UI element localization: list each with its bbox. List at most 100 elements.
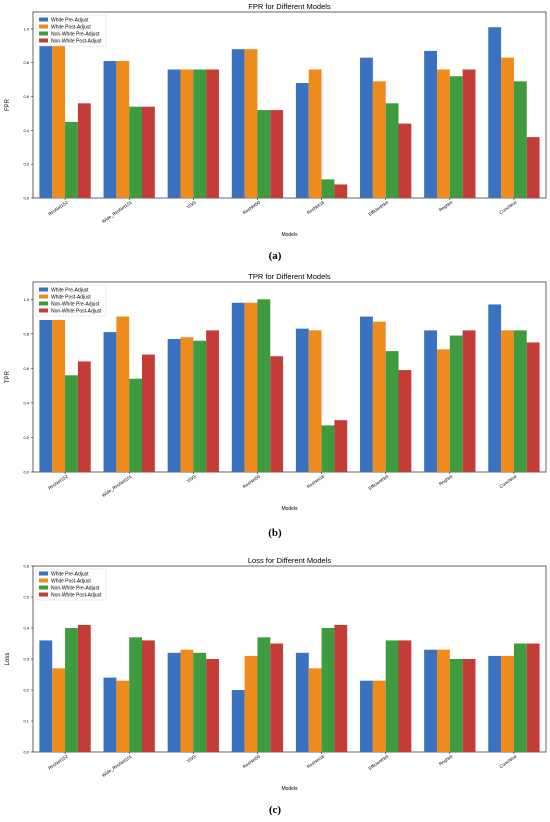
bar-non-white-post-adjust-regnet — [462, 659, 476, 752]
bar-non-white-pre-adjust-regnet — [449, 335, 463, 472]
bar-non-white-post-adjust-vgg — [206, 69, 219, 199]
bar-non-white-post-adjust-regnet — [462, 330, 476, 472]
x-tick-label-wide-resnet101: Wide_ResNet101 — [101, 753, 133, 778]
bar-non-white-pre-adjust-regnet — [449, 76, 463, 198]
legend-swatch-non-white-post-adjust — [39, 308, 48, 313]
bar-white-pre-adjust-efficientnet — [360, 316, 373, 472]
legend-label-white-pre-adjust: White Pre-Adjust — [51, 572, 89, 578]
bar-non-white-post-adjust-vgg — [206, 659, 219, 752]
x-tick-label-wide-resnet101: Wide_ResNet101 — [101, 199, 133, 224]
bar-non-white-post-adjust-wide-resnet101 — [142, 106, 155, 198]
bar-non-white-post-adjust-resnet18 — [334, 420, 348, 472]
bar-non-white-pre-adjust-resnet50 — [257, 110, 271, 198]
bar-non-white-post-adjust-resnet50 — [270, 643, 284, 752]
bar-non-white-pre-adjust-vgg — [193, 652, 207, 752]
y-tick-label: 0.5 — [23, 595, 29, 600]
x-tick-label-wide-resnet101: Wide_ResNet101 — [101, 473, 133, 498]
bar-white-post-adjust-resnet50 — [244, 655, 258, 752]
bar-non-white-pre-adjust-vgg — [193, 340, 207, 472]
bar-non-white-pre-adjust-regnet — [449, 659, 463, 752]
bar-white-pre-adjust-resnet152 — [39, 640, 53, 752]
bar-white-post-adjust-resnet18 — [308, 330, 322, 472]
y-tick-label: 0.4 — [23, 128, 29, 133]
y-axis-label: Loss — [5, 653, 11, 666]
y-tick-label: 0.2 — [23, 162, 29, 167]
legend-label-non-white-post-adjust: Non-White Post-Adjust — [51, 39, 102, 45]
bar-white-post-adjust-convnext — [501, 57, 514, 199]
bar-non-white-pre-adjust-resnet152 — [65, 121, 78, 198]
bar-white-pre-adjust-efficientnet — [360, 680, 373, 752]
bar-non-white-pre-adjust-resnet152 — [65, 628, 78, 752]
bar-white-pre-adjust-regnet — [424, 330, 437, 472]
legend-label-non-white-pre-adjust: Non-White Pre-Adjust — [51, 32, 100, 38]
bar-non-white-pre-adjust-resnet18 — [321, 179, 335, 198]
x-tick-label-efficientnet: EfficientNet — [368, 199, 390, 217]
bar-white-post-adjust-resnet18 — [308, 69, 322, 199]
bar-non-white-pre-adjust-convnext — [513, 81, 527, 198]
legend-swatch-white-post-adjust — [39, 294, 48, 299]
bar-non-white-post-adjust-efficientnet — [398, 370, 412, 472]
bar-non-white-post-adjust-resnet18 — [334, 184, 348, 198]
x-tick-label-vgg: VGG — [186, 473, 197, 483]
y-axis-label: TPR — [5, 370, 11, 383]
y-tick-label: 0.4 — [23, 626, 29, 631]
y-tick-label: 1.0 — [23, 26, 29, 31]
x-tick-label-convnext: ConvNext — [498, 753, 518, 769]
bar-white-post-adjust-vgg — [180, 649, 194, 752]
y-tick-label: 0.4 — [23, 400, 29, 405]
bar-white-post-adjust-resnet50 — [244, 302, 258, 472]
x-tick-label-resnet152: ResNet152 — [47, 473, 69, 490]
legend-swatch-non-white-post-adjust — [39, 592, 48, 597]
x-tick-label-convnext: ConvNext — [498, 199, 518, 215]
bar-white-pre-adjust-resnet18 — [295, 652, 309, 752]
x-tick-label-resnet152: ResNet152 — [47, 753, 69, 770]
bar-white-pre-adjust-regnet — [424, 649, 437, 752]
bar-non-white-post-adjust-efficientnet — [398, 640, 412, 752]
bar-white-post-adjust-convnext — [501, 655, 514, 752]
bar-white-post-adjust-efficientnet — [372, 81, 386, 198]
bar-white-pre-adjust-resnet152 — [39, 45, 53, 198]
bar-non-white-post-adjust-convnext — [526, 137, 540, 198]
bar-white-pre-adjust-wide-resnet101 — [103, 332, 117, 472]
legend-swatch-white-pre-adjust — [39, 17, 48, 22]
x-axis-label: Models — [281, 786, 298, 792]
y-tick-label: 0.2 — [23, 688, 29, 693]
x-tick-label-vgg: VGG — [186, 199, 197, 209]
x-tick-label-resnet18: ResNet18 — [306, 473, 326, 489]
bar-non-white-pre-adjust-wide-resnet101 — [129, 378, 143, 472]
bar-non-white-post-adjust-wide-resnet101 — [142, 354, 155, 472]
bar-non-white-post-adjust-convnext — [526, 643, 540, 752]
bar-white-post-adjust-resnet152 — [52, 45, 66, 198]
x-tick-label-resnet18: ResNet18 — [306, 199, 326, 215]
x-tick-label-vgg: VGG — [186, 753, 197, 763]
x-tick-label-efficientnet: EfficientNet — [368, 753, 390, 771]
loss-chart: Loss for Different Models 0.0 0.1 0.2 0.3 0.4… — [5, 556, 547, 792]
bar-white-pre-adjust-wide-resnet101 — [103, 61, 117, 198]
bar-white-post-adjust-vgg — [180, 69, 194, 199]
tpr-chart: TPR for Different Models 0.0 0.2 0.4 0.6 0.8 1… — [5, 272, 547, 512]
x-tick-label-resnet50: ResNet50 — [242, 473, 262, 489]
bar-non-white-pre-adjust-resnet50 — [257, 637, 271, 752]
bar-white-post-adjust-regnet — [436, 69, 450, 199]
bar-white-pre-adjust-resnet18 — [295, 83, 309, 198]
legend-label-non-white-post-adjust: Non-White Post-Adjust — [51, 593, 102, 599]
y-tick-label: 0.0 — [23, 196, 29, 201]
bar-non-white-post-adjust-resnet152 — [77, 624, 91, 752]
bar-white-post-adjust-wide-resnet101 — [116, 316, 130, 472]
chart-title: FPR for Different Models — [248, 2, 331, 11]
caption-b: (b) — [268, 527, 282, 539]
chart-title: Loss for Different Models — [248, 556, 331, 565]
bar-non-white-pre-adjust-efficientnet — [385, 103, 399, 198]
caption-a: (a) — [268, 250, 282, 262]
legend-label-non-white-pre-adjust: Non-White Pre-Adjust — [51, 586, 100, 592]
bar-non-white-post-adjust-vgg — [206, 330, 219, 472]
bar-white-pre-adjust-wide-resnet101 — [103, 677, 117, 752]
bar-non-white-post-adjust-resnet18 — [334, 624, 348, 752]
bar-non-white-post-adjust-resnet152 — [77, 103, 91, 198]
legend-swatch-non-white-pre-adjust — [39, 31, 48, 36]
legend-label-white-pre-adjust: White Pre-Adjust — [51, 18, 89, 24]
bar-non-white-post-adjust-resnet50 — [270, 110, 284, 198]
legend-label-non-white-post-adjust: Non-White Post-Adjust — [51, 309, 102, 315]
legend-swatch-white-post-adjust — [39, 24, 48, 29]
bar-white-post-adjust-resnet152 — [52, 668, 66, 752]
